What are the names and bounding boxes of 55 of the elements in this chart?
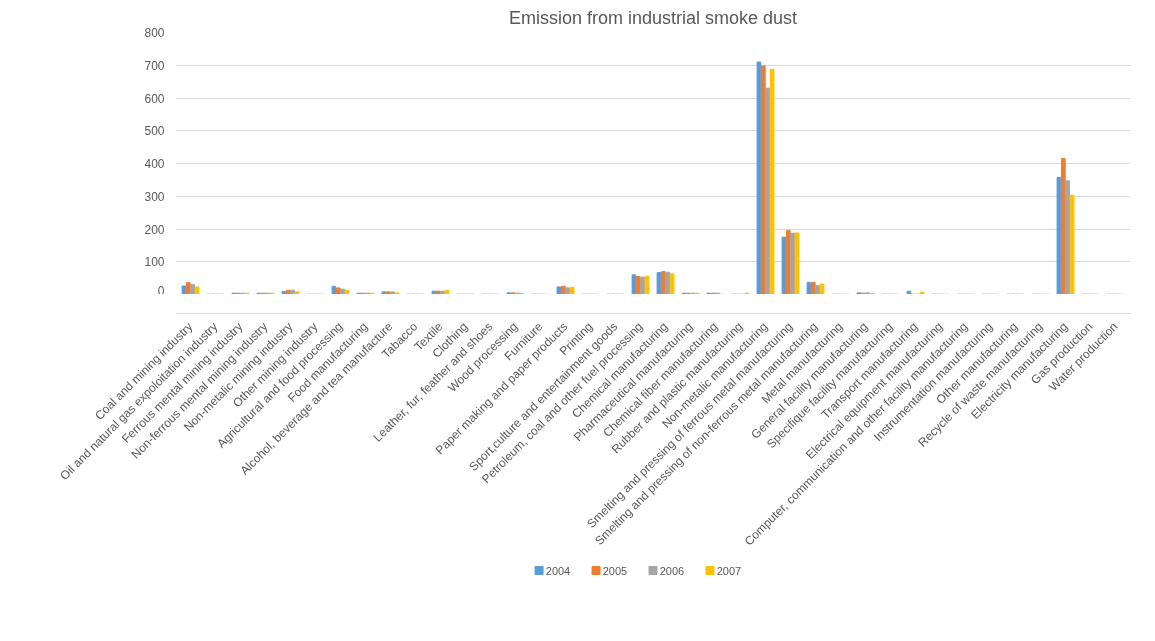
y-tick-label: 300 — [144, 189, 165, 204]
bar — [906, 290, 912, 294]
bar — [631, 274, 637, 294]
y-tick-label: 700 — [144, 58, 165, 73]
bar — [565, 287, 571, 294]
bar — [756, 61, 762, 294]
y-tick-label: 400 — [144, 157, 165, 171]
bar — [390, 291, 396, 294]
bar — [181, 285, 187, 294]
bar — [769, 69, 775, 294]
bar — [919, 291, 925, 294]
bar — [810, 281, 816, 294]
bar — [1065, 180, 1071, 294]
y-tick-label: 100 — [144, 255, 165, 270]
legend-label: 2006 — [659, 564, 685, 577]
bar — [556, 286, 562, 294]
bar — [781, 236, 787, 294]
bar — [1069, 194, 1075, 294]
bar — [806, 281, 812, 294]
bar — [790, 232, 796, 294]
bar — [294, 291, 300, 294]
bar — [794, 232, 800, 294]
bar — [431, 290, 437, 294]
bar — [340, 288, 346, 294]
y-tick-label: 200 — [144, 222, 165, 237]
bar — [669, 273, 675, 294]
y-tick-label: 600 — [144, 91, 165, 106]
bar — [644, 275, 650, 294]
legend-label: 2004 — [545, 564, 571, 577]
bar — [569, 286, 575, 294]
bar — [665, 271, 671, 294]
y-tick-label: 500 — [144, 124, 165, 139]
bar — [815, 285, 821, 294]
legend-label: 2007 — [716, 564, 742, 577]
bar — [385, 291, 391, 294]
bar — [640, 276, 646, 294]
bar — [656, 272, 662, 294]
y-tick-label: 0 — [157, 283, 165, 298]
bar — [190, 284, 196, 294]
legend-label: 2005 — [602, 564, 628, 577]
bar — [344, 290, 350, 294]
bar — [1056, 177, 1062, 294]
y-tick-label: 800 — [144, 26, 165, 40]
chart-title: Emission from industrial smoke dust — [508, 7, 798, 28]
bar — [194, 286, 200, 294]
bar — [765, 87, 771, 294]
bar — [281, 291, 287, 294]
bar — [331, 285, 337, 294]
bar — [444, 289, 450, 294]
bar — [440, 290, 446, 294]
bar — [290, 289, 296, 294]
bar — [185, 282, 191, 294]
bar — [335, 287, 341, 294]
bar — [819, 283, 825, 294]
bar — [381, 291, 387, 294]
